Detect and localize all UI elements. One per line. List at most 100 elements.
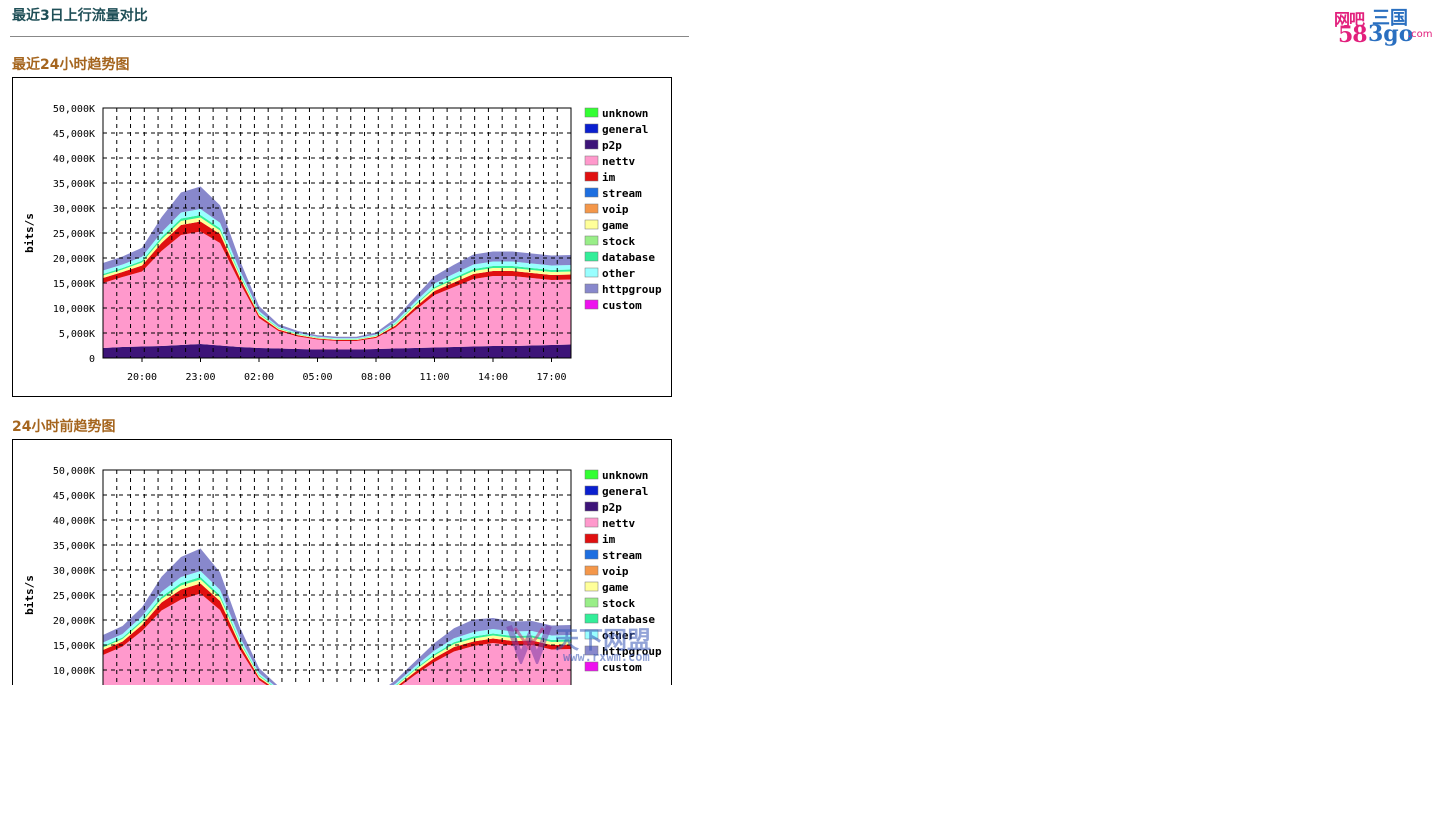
legend-swatch-unknown [584, 469, 599, 480]
legend-label-im: im [602, 171, 616, 184]
legend-label-p2p: p2p [602, 501, 622, 514]
chart-previous-24h: 0 5,000K 10,000K 15,000K 20,000K 25,000K 30,00… [12, 439, 672, 685]
x-tick-label: 20:00 [127, 372, 157, 383]
y-tick-label: 40,000K [53, 154, 95, 165]
area-series-httpgroup [103, 548, 571, 685]
legend-swatch-httpgroup [584, 283, 599, 294]
legend-swatch-game [584, 581, 599, 592]
legend-label-game: game [602, 219, 629, 232]
legend-swatch-custom [584, 661, 599, 672]
legend-swatch-general [584, 123, 599, 134]
legend-swatch-voip [584, 565, 599, 576]
legend-swatch-database [584, 251, 599, 262]
legend-swatch-game [584, 219, 599, 230]
y-tick-label: 50,000K [53, 466, 95, 477]
plot-border [102, 107, 572, 359]
legend-label-unknown: unknown [602, 469, 648, 482]
page-title: 最近3日上行流量对比 [12, 8, 148, 24]
legend-swatch-stream [584, 187, 599, 198]
x-tick-label: 05:00 [302, 372, 332, 383]
y-tick-label: 30,000K [53, 204, 95, 215]
area-series-nettv [103, 231, 571, 350]
y-tick-label: 20,000K [53, 616, 95, 627]
x-tick-label: 02:00 [244, 372, 274, 383]
legend-label-unknown: unknown [602, 107, 648, 120]
legend-swatch-nettv [584, 517, 599, 528]
legend-label-p2p: p2p [602, 139, 622, 152]
legend-label-stock: stock [602, 235, 635, 248]
legend-swatch-database [584, 613, 599, 624]
legend-swatch-im [584, 171, 599, 182]
legend-label-stock: stock [602, 597, 635, 610]
x-tick-label: 23:00 [185, 372, 215, 383]
legend-swatch-nettv [584, 155, 599, 166]
logo-text-c: 58 [1338, 22, 1368, 48]
legend-label-database: database [602, 251, 655, 264]
area-series-httpgroup [103, 186, 571, 339]
y-tick-label: 35,000K [53, 179, 95, 190]
title-divider [10, 36, 689, 37]
y-tick-label: 45,000K [53, 491, 95, 502]
legend-swatch-other [584, 629, 599, 640]
legend-label-nettv: nettv [602, 155, 635, 168]
y-tick-label: 0 [89, 354, 95, 365]
y-tick-label: 10,000K [53, 304, 95, 315]
legend-label-im: im [602, 533, 616, 546]
area-series-im [103, 583, 571, 685]
y-tick-label: 30,000K [53, 566, 95, 577]
y-tick-label: 20,000K [53, 254, 95, 265]
legend-label-voip: voip [602, 565, 629, 578]
y-tick-label: 40,000K [53, 516, 95, 527]
section-title-recent-24h: 最近24小时趋势图 [12, 57, 130, 73]
x-tick-label: 17:00 [536, 372, 566, 383]
legend-swatch-im [584, 533, 599, 544]
y-tick-label: 50,000K [53, 104, 95, 115]
y-tick-label: 25,000K [53, 591, 95, 602]
plot-border [102, 469, 572, 685]
legend-swatch-voip [584, 203, 599, 214]
chart-svg-recent-24h: 0 5,000K 10,000K 15,000K 20,000K 25,000K 30,00… [23, 104, 662, 383]
x-tick-label: 08:00 [361, 372, 391, 383]
y-tick-label: 15,000K [53, 641, 95, 652]
legend-swatch-p2p [584, 501, 599, 512]
legend-label-nettv: nettv [602, 517, 635, 530]
x-tick-label: 14:00 [478, 372, 508, 383]
legend-swatch-stock [584, 235, 599, 246]
legend-label-custom: custom [602, 661, 642, 674]
chart-svg-previous-24h: 05,000K10,000K15,000K20,000K25,000K30,00… [23, 466, 662, 685]
legend-label-custom: custom [602, 299, 642, 312]
legend-label-httpgroup: httpgroup [602, 645, 662, 658]
site-logo[interactable]: 网吧 三国 58 3go .com [1334, 4, 1438, 48]
legend-label-voip: voip [602, 203, 629, 216]
legend-label-game: game [602, 581, 629, 594]
y-tick-label: 10,000K [53, 666, 95, 677]
section-title-previous-24h: 24小时前趋势图 [12, 419, 116, 435]
y-axis-label: bits/s [23, 213, 36, 253]
legend-swatch-general [584, 485, 599, 496]
legend-swatch-other [584, 267, 599, 278]
logo-text-suffix: .com [1408, 29, 1433, 40]
legend-swatch-stream [584, 549, 599, 560]
legend-label-other: other [602, 267, 635, 280]
legend-swatch-unknown [584, 107, 599, 118]
legend-swatch-custom [584, 299, 599, 310]
legend-swatch-p2p [584, 139, 599, 150]
x-tick-label: 11:00 [419, 372, 449, 383]
y-tick-label: 35,000K [53, 541, 95, 552]
y-tick-label: 15,000K [53, 279, 95, 290]
y-axis-label: bits/s [23, 575, 36, 615]
legend-label-general: general [602, 485, 648, 498]
legend-swatch-httpgroup [584, 645, 599, 656]
legend-swatch-stock [584, 597, 599, 608]
legend-label-httpgroup: httpgroup [602, 283, 662, 296]
legend-label-other: other [602, 629, 635, 642]
chart-recent-24h: 0 5,000K 10,000K 15,000K 20,000K 25,000K 30,00… [12, 77, 672, 397]
legend-label-stream: stream [602, 549, 642, 562]
y-tick-label: 25,000K [53, 229, 95, 240]
logo-text-b: 三国 [1372, 8, 1408, 29]
legend-label-general: general [602, 123, 648, 136]
area-series-nettv [103, 593, 571, 685]
y-tick-label: 5,000K [59, 329, 95, 340]
legend-label-database: database [602, 613, 655, 626]
logo-text-a: 网吧 [1334, 10, 1365, 29]
